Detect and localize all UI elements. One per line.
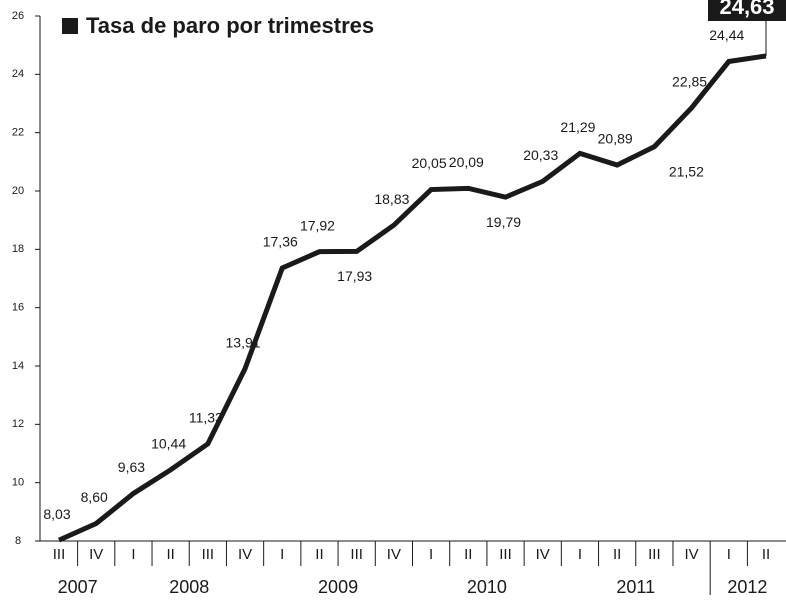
- data-label: 8,03: [43, 506, 70, 522]
- year-label: 2010: [467, 577, 507, 597]
- data-label: 13,91: [226, 334, 261, 350]
- x-tick-label: II: [315, 546, 323, 563]
- y-tick-label: 18: [12, 243, 24, 255]
- x-tick-label: II: [613, 546, 621, 563]
- y-tick-label: 16: [12, 302, 24, 314]
- y-tick-label: 10: [12, 477, 24, 489]
- x-tick-label: III: [350, 546, 363, 563]
- data-label: 17,36: [263, 234, 298, 250]
- x-tick-label: IV: [536, 546, 550, 563]
- y-tick-label: 22: [12, 127, 24, 139]
- data-label: 11,33: [189, 410, 223, 426]
- x-tick-label: I: [727, 546, 731, 563]
- title-marker: [62, 18, 78, 34]
- x-tick-label: I: [429, 546, 433, 563]
- data-label: 24,44: [709, 27, 744, 43]
- highlight-box: [708, 0, 786, 21]
- data-label: 24,63: [719, 0, 774, 19]
- data-label: 21,52: [669, 163, 704, 179]
- data-label: 19,79: [486, 214, 521, 230]
- x-tick-label: II: [762, 546, 770, 563]
- y-tick-label: 14: [12, 360, 24, 372]
- x-tick-label: IV: [89, 546, 103, 563]
- x-tick-label: IV: [387, 546, 401, 563]
- x-tick-label: II: [464, 546, 472, 563]
- x-tick-label: III: [53, 546, 66, 563]
- data-label: 20,89: [598, 131, 633, 147]
- chart-title: Tasa de paro por trimestres: [86, 13, 374, 38]
- data-label: 20,09: [449, 154, 484, 170]
- y-tick-label: 12: [12, 418, 24, 430]
- data-label: 8,60: [81, 489, 108, 505]
- line: [57, 53, 767, 543]
- x-tick-label: I: [578, 546, 582, 563]
- x-tick-label: I: [131, 546, 135, 563]
- x-tick-label: III: [202, 546, 215, 563]
- x-tick-label: IV: [238, 546, 252, 563]
- x-tick-label: II: [166, 546, 174, 563]
- y-tick-label: 26: [12, 10, 24, 22]
- year-label: 2012: [727, 577, 767, 597]
- data-label: 17,92: [300, 217, 335, 233]
- x-tick-label: III: [648, 546, 661, 563]
- year-label: 2007: [58, 577, 98, 597]
- x-tick-label: III: [499, 546, 512, 563]
- data-label: 21,29: [560, 119, 595, 135]
- data-label: 10,44: [151, 436, 186, 452]
- y-tick-label: 24: [12, 68, 24, 80]
- data-label: 20,33: [523, 147, 558, 163]
- y-tick-label: 20: [12, 185, 24, 197]
- y-tick-label: 8: [15, 535, 21, 547]
- data-label: 9,63: [118, 459, 145, 475]
- x-tick-label: IV: [684, 546, 698, 563]
- data-label: 17,93: [337, 268, 372, 284]
- data-label: 18,83: [374, 191, 409, 207]
- year-label: 2009: [318, 577, 358, 597]
- data-label: 22,85: [672, 74, 707, 90]
- x-tick-label: I: [280, 546, 284, 563]
- data-label: 20,05: [412, 155, 447, 171]
- year-label: 2008: [169, 577, 209, 597]
- year-label: 2011: [616, 577, 655, 597]
